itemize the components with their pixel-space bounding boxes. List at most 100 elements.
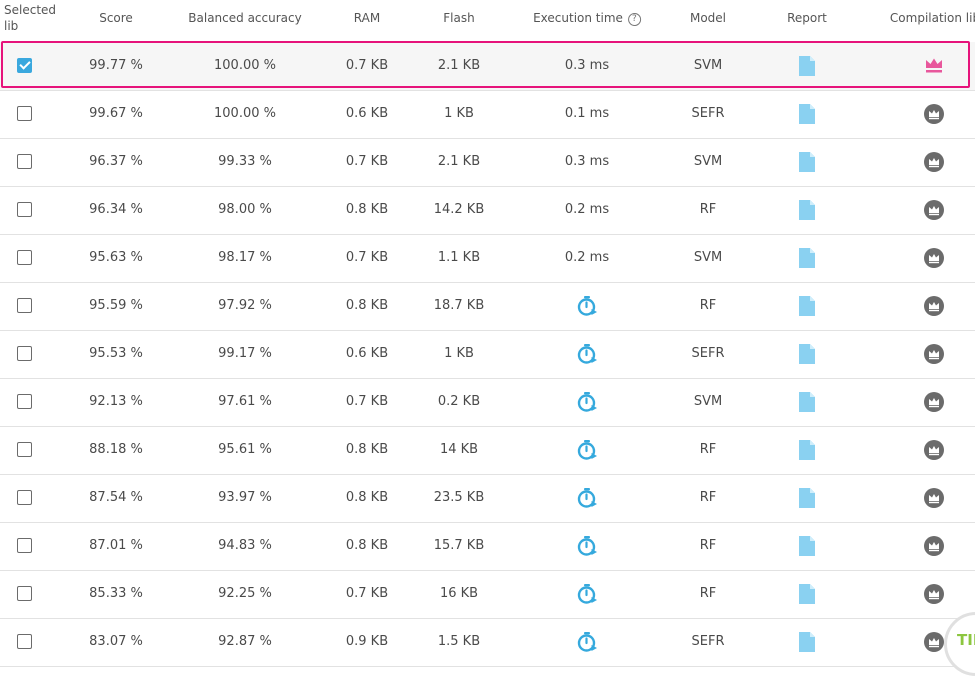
select-lib-checkbox[interactable] <box>17 106 32 121</box>
execution-time-cell: 0.2 ms <box>564 202 610 217</box>
score-cell: 88.18 % <box>89 442 143 457</box>
help-icon[interactable]: ? <box>627 13 641 26</box>
crown-icon[interactable] <box>924 474 944 522</box>
column-header-balanced-accuracy[interactable]: Balanced accuracy <box>188 11 302 25</box>
table-row[interactable]: 96.34 % 98.00 % 0.8 KB 14.2 KB RF 0.2 ms <box>0 186 975 235</box>
table-row[interactable]: 92.13 % 97.61 % 0.7 KB 0.2 KB SVM <box>0 378 975 427</box>
crown-icon[interactable] <box>924 378 944 426</box>
table-row[interactable]: 85.33 % 92.25 % 0.7 KB 16 KB RF <box>0 570 975 619</box>
column-header-ram[interactable]: RAM <box>353 11 381 25</box>
balanced-accuracy-cell: 93.97 % <box>218 490 272 505</box>
document-icon[interactable] <box>799 234 815 282</box>
document-icon[interactable] <box>799 618 815 666</box>
column-header-score[interactable]: Score <box>99 11 133 25</box>
model-cell: RF <box>699 442 717 457</box>
column-header-model[interactable]: Model <box>689 11 727 25</box>
document-icon[interactable] <box>799 522 815 570</box>
model-cell: SVM <box>693 154 723 169</box>
stopwatch-icon[interactable] <box>576 282 598 330</box>
flash-cell: 2.1 KB <box>437 58 481 73</box>
document-icon[interactable] <box>799 378 815 426</box>
crown-icon[interactable] <box>924 42 944 90</box>
score-cell: 87.01 % <box>89 538 143 553</box>
table-row[interactable]: 88.18 % 95.61 % 0.8 KB 14 KB RF <box>0 426 975 475</box>
table-header: Selected lib Score Balanced accuracy RAM… <box>0 0 975 40</box>
select-lib-checkbox[interactable] <box>17 298 32 313</box>
flash-cell: 18.7 KB <box>433 298 485 313</box>
ram-cell: 0.6 KB <box>345 106 389 121</box>
score-cell: 99.77 % <box>89 58 143 73</box>
crown-icon[interactable] <box>924 186 944 234</box>
balanced-accuracy-cell: 95.61 % <box>218 442 272 457</box>
crown-icon[interactable] <box>924 426 944 474</box>
document-icon[interactable] <box>799 90 815 138</box>
select-lib-checkbox[interactable] <box>17 394 32 409</box>
crown-icon[interactable] <box>924 330 944 378</box>
select-lib-checkbox[interactable] <box>17 346 32 361</box>
table-row[interactable]: 87.01 % 94.83 % 0.8 KB 15.7 KB RF <box>0 522 975 571</box>
stopwatch-icon[interactable] <box>576 426 598 474</box>
stopwatch-icon[interactable] <box>576 570 598 618</box>
ram-cell: 0.7 KB <box>345 250 389 265</box>
flash-cell: 14.2 KB <box>433 202 485 217</box>
select-lib-checkbox[interactable] <box>17 250 32 265</box>
ram-cell: 0.8 KB <box>345 490 389 505</box>
document-icon[interactable] <box>799 282 815 330</box>
crown-icon[interactable] <box>924 234 944 282</box>
model-cell: RF <box>699 202 717 217</box>
column-header-flash[interactable]: Flash <box>443 11 475 25</box>
document-icon[interactable] <box>799 186 815 234</box>
balanced-accuracy-cell: 94.83 % <box>218 538 272 553</box>
stopwatch-icon[interactable] <box>576 378 598 426</box>
model-cell: RF <box>699 538 717 553</box>
score-cell: 96.37 % <box>89 154 143 169</box>
model-cell: RF <box>699 586 717 601</box>
balanced-accuracy-cell: 98.17 % <box>218 250 272 265</box>
stopwatch-icon[interactable] <box>576 618 598 666</box>
select-lib-checkbox[interactable] <box>17 202 32 217</box>
crown-icon[interactable] <box>924 282 944 330</box>
score-cell: 95.59 % <box>89 298 143 313</box>
document-icon[interactable] <box>799 138 815 186</box>
table-row[interactable]: 87.54 % 93.97 % 0.8 KB 23.5 KB RF <box>0 474 975 523</box>
crown-icon[interactable] <box>924 90 944 138</box>
table-row[interactable]: 96.37 % 99.33 % 0.7 KB 2.1 KB SVM 0.3 ms <box>0 138 975 187</box>
crown-icon[interactable] <box>924 138 944 186</box>
table-row[interactable]: 83.07 % 92.87 % 0.9 KB 1.5 KB SEFR <box>0 618 975 667</box>
crown-icon[interactable] <box>924 618 944 666</box>
ram-cell: 0.8 KB <box>345 442 389 457</box>
select-lib-checkbox[interactable] <box>17 634 32 649</box>
table-row[interactable]: 99.77 % 100.00 % 0.7 KB 2.1 KB SVM 0.3 ms <box>0 42 975 91</box>
score-cell: 85.33 % <box>89 586 143 601</box>
stopwatch-icon[interactable] <box>576 474 598 522</box>
select-lib-checkbox[interactable] <box>17 490 32 505</box>
crown-icon[interactable] <box>924 522 944 570</box>
document-icon[interactable] <box>799 330 815 378</box>
execution-time-cell: 0.3 ms <box>564 58 610 73</box>
execution-time-cell: 0.1 ms <box>564 106 610 121</box>
column-header-execution-time[interactable]: Execution time? <box>533 11 641 26</box>
ram-cell: 0.6 KB <box>345 346 389 361</box>
ram-cell: 0.8 KB <box>345 202 389 217</box>
document-icon[interactable] <box>799 426 815 474</box>
select-lib-checkbox[interactable] <box>17 154 32 169</box>
stopwatch-icon[interactable] <box>576 330 598 378</box>
table-row[interactable]: 95.59 % 97.92 % 0.8 KB 18.7 KB RF <box>0 282 975 331</box>
select-lib-checkbox[interactable] <box>17 538 32 553</box>
table-row[interactable]: 99.67 % 100.00 % 0.6 KB 1 KB SEFR 0.1 ms <box>0 90 975 139</box>
select-lib-checkbox[interactable] <box>17 442 32 457</box>
select-lib-checkbox[interactable] <box>17 58 32 73</box>
model-cell: SEFR <box>691 634 725 649</box>
table-row[interactable]: 95.53 % 99.17 % 0.6 KB 1 KB SEFR <box>0 330 975 379</box>
document-icon[interactable] <box>799 42 815 90</box>
flash-cell: 14 KB <box>439 442 479 457</box>
execution-time-cell: 0.2 ms <box>564 250 610 265</box>
ram-cell: 0.8 KB <box>345 538 389 553</box>
select-lib-checkbox[interactable] <box>17 586 32 601</box>
crown-icon[interactable] <box>924 570 944 618</box>
ram-cell: 0.7 KB <box>345 394 389 409</box>
table-row[interactable]: 95.63 % 98.17 % 0.7 KB 1.1 KB SVM 0.2 ms <box>0 234 975 283</box>
stopwatch-icon[interactable] <box>576 522 598 570</box>
document-icon[interactable] <box>799 474 815 522</box>
document-icon[interactable] <box>799 570 815 618</box>
